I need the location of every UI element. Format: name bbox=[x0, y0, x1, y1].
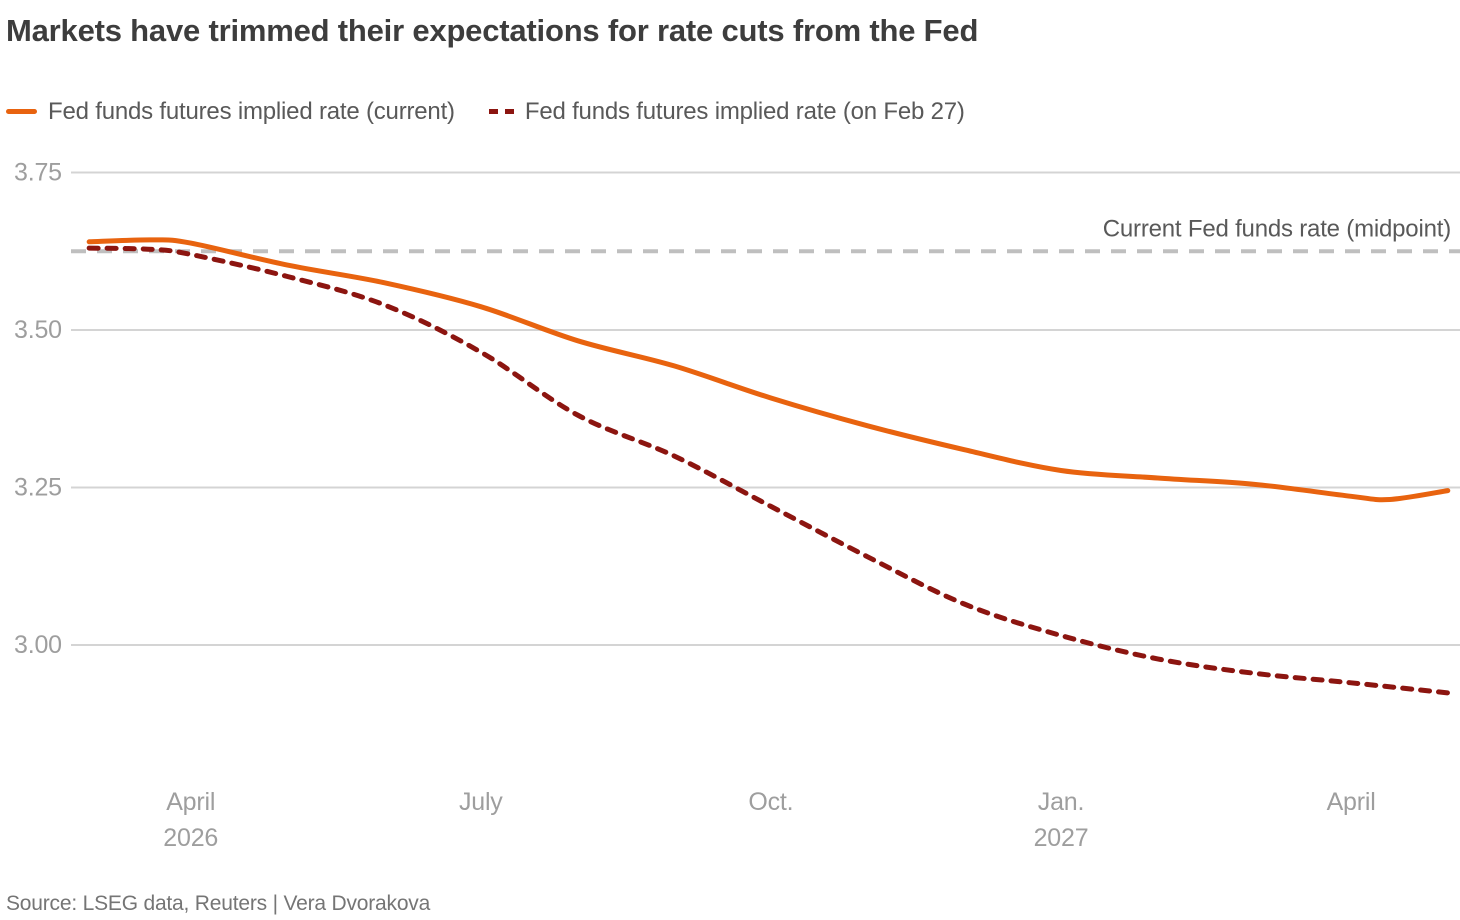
legend-label-feb27: Fed funds futures implied rate (on Feb 2… bbox=[524, 97, 965, 125]
source-note: Source: LSEG data, Reuters | Vera Dvorak… bbox=[6, 891, 431, 915]
y-tick-label: 3.00 bbox=[14, 631, 62, 659]
series-line-feb27 bbox=[86, 245, 1451, 696]
legend-item-feb27: Fed funds futures implied rate (on Feb 2… bbox=[488, 97, 965, 126]
legend: Fed funds futures implied rate (current)… bbox=[6, 97, 1460, 127]
legend-label-current: Fed funds futures implied rate (current) bbox=[48, 97, 455, 125]
reference-line-label: Current Fed funds rate (midpoint) bbox=[1103, 215, 1451, 242]
x-tick-label: Jan. bbox=[1038, 788, 1084, 816]
series-line-current bbox=[86, 237, 1451, 502]
solid-line-swatch-icon bbox=[6, 109, 37, 115]
x-tick-year-label: 2026 bbox=[163, 824, 218, 852]
legend-item-current: Fed funds futures implied rate (current) bbox=[6, 98, 455, 126]
chart-title: Markets have trimmed their expectations … bbox=[6, 13, 979, 48]
x-tick-label: Oct. bbox=[748, 788, 793, 816]
dashed-line-swatch-icon bbox=[488, 109, 514, 115]
y-tick-label: 3.50 bbox=[14, 316, 62, 344]
x-tick-label: April bbox=[166, 788, 215, 816]
x-tick-label: April bbox=[1327, 788, 1376, 816]
y-tick-label: 3.25 bbox=[14, 473, 62, 501]
line-chart-plot: 3.75 3.50 3.25 3.00 Current Fed funds rate (… bbox=[14, 158, 1460, 852]
y-tick-label: 3.75 bbox=[14, 158, 62, 186]
x-tick-label: July bbox=[459, 788, 503, 816]
x-tick-year-label: 2027 bbox=[1034, 824, 1089, 852]
